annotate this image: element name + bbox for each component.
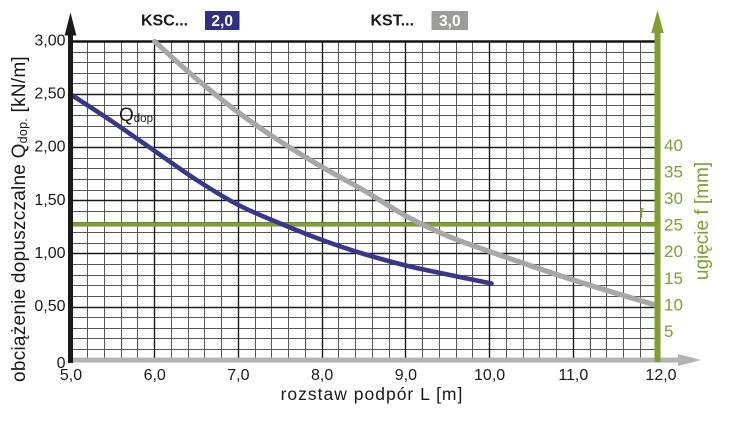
svg-text:5: 5 — [664, 322, 673, 341]
svg-text:KST...: KST... — [371, 13, 415, 30]
svg-text:8,0: 8,0 — [311, 367, 333, 384]
svg-text:20: 20 — [664, 242, 683, 261]
svg-text:35: 35 — [664, 163, 683, 182]
svg-text:0,50: 0,50 — [34, 298, 65, 315]
svg-text:KSC...: KSC... — [141, 13, 188, 30]
svg-text:f: f — [639, 205, 644, 221]
svg-text:2,0: 2,0 — [211, 13, 233, 30]
svg-text:11,0: 11,0 — [558, 367, 588, 384]
svg-text:6,0: 6,0 — [144, 367, 166, 384]
svg-text:5,0: 5,0 — [60, 367, 82, 384]
svg-text:obciążenie dopuszczalne Qdop.: obciążenie dopuszczalne Qdop. [kN/m] — [9, 56, 30, 382]
svg-text:10,0: 10,0 — [474, 367, 505, 384]
svg-text:rozstaw podpór L [m]: rozstaw podpór L [m] — [281, 384, 464, 404]
svg-text:0: 0 — [57, 355, 66, 372]
svg-text:12,0: 12,0 — [645, 367, 676, 384]
svg-text:1,00: 1,00 — [34, 245, 65, 262]
svg-text:15: 15 — [664, 269, 683, 288]
svg-text:3,0: 3,0 — [439, 13, 461, 30]
svg-text:1,50: 1,50 — [34, 192, 65, 209]
svg-text:30: 30 — [664, 189, 683, 208]
svg-text:2,50: 2,50 — [34, 86, 65, 103]
svg-text:10: 10 — [664, 295, 683, 314]
svg-text:3,00: 3,00 — [34, 33, 65, 50]
svg-text:ugięcie f [mm]: ugięcie f [mm] — [692, 162, 713, 280]
svg-text:25: 25 — [664, 216, 683, 235]
svg-text:40: 40 — [664, 136, 683, 155]
svg-text:7,0: 7,0 — [227, 367, 249, 384]
svg-text:9,0: 9,0 — [395, 367, 417, 384]
svg-text:2,00: 2,00 — [34, 139, 65, 156]
